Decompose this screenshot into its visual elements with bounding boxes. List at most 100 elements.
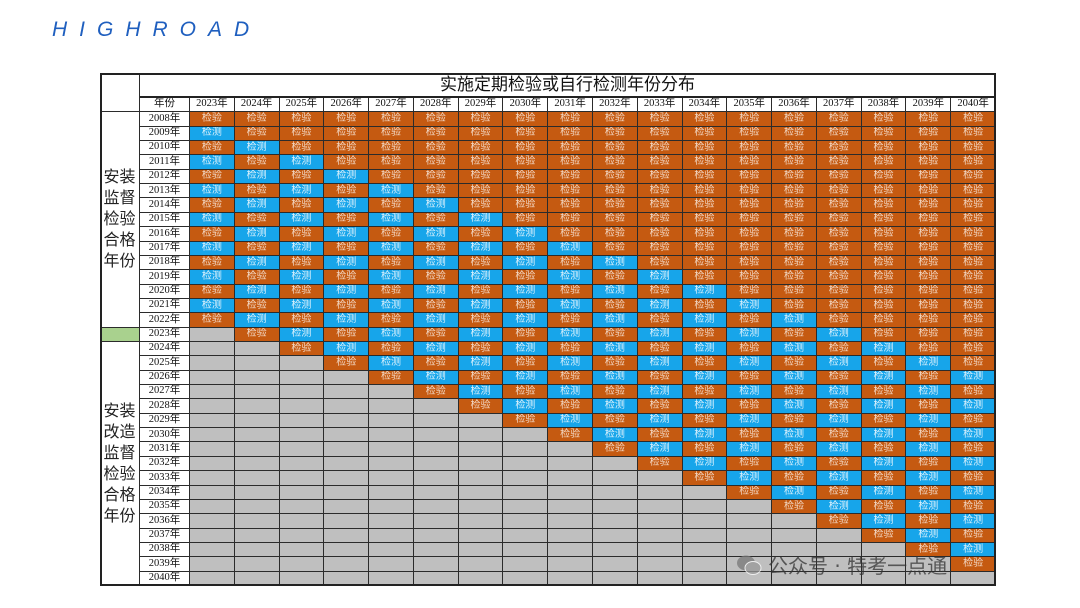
schedule-cell: 检测 bbox=[593, 255, 638, 271]
empty-cell bbox=[190, 485, 235, 500]
schedule-cell: 检验 bbox=[503, 141, 549, 156]
schedule-cell: 检验 bbox=[906, 313, 952, 328]
row-label: 2026年 bbox=[140, 370, 190, 386]
schedule-cell: 检测 bbox=[637, 442, 683, 457]
empty-cell bbox=[458, 528, 504, 543]
schedule-cell: 检验 bbox=[906, 227, 952, 242]
empty-cell bbox=[503, 571, 549, 586]
empty-cell bbox=[593, 485, 638, 500]
schedule-cell: 检验 bbox=[637, 184, 683, 199]
schedule-cell: 检验 bbox=[458, 184, 504, 199]
schedule-cell: 检验 bbox=[727, 126, 773, 142]
schedule-cell: 检测 bbox=[548, 413, 593, 429]
schedule-cell: 检测 bbox=[548, 298, 593, 314]
schedule-cell: 检验 bbox=[503, 184, 549, 199]
empty-cell bbox=[234, 485, 280, 500]
schedule-cell: 检验 bbox=[279, 255, 325, 271]
empty-cell bbox=[458, 471, 504, 486]
schedule-cell: 检测 bbox=[548, 270, 593, 285]
schedule-cell: 检验 bbox=[413, 270, 459, 285]
empty-cell bbox=[279, 557, 325, 572]
schedule-cell: 检测 bbox=[234, 284, 280, 299]
schedule-cell: 检测 bbox=[637, 298, 683, 314]
schedule-cell: 检验 bbox=[816, 227, 862, 242]
empty-cell bbox=[324, 528, 370, 543]
schedule-cell: 检验 bbox=[413, 356, 459, 371]
schedule-cell: 检测 bbox=[190, 126, 235, 142]
schedule-cell: 检验 bbox=[548, 227, 593, 242]
schedule-cell: 检测 bbox=[951, 456, 996, 472]
schedule-cell: 检测 bbox=[279, 155, 325, 170]
empty-cell bbox=[190, 571, 235, 586]
schedule-cell: 检验 bbox=[548, 126, 593, 142]
empty-cell bbox=[772, 514, 817, 529]
empty-cell bbox=[279, 456, 325, 472]
row-label: 2022年 bbox=[140, 313, 190, 328]
empty-cell bbox=[593, 471, 638, 486]
column-header: 2039年 bbox=[906, 98, 952, 113]
schedule-cell: 检验 bbox=[816, 184, 862, 199]
empty-cell bbox=[548, 514, 593, 529]
column-header: 2027年 bbox=[369, 98, 414, 113]
schedule-cell: 检验 bbox=[682, 471, 728, 486]
schedule-cell: 检验 bbox=[727, 485, 773, 500]
empty-cell bbox=[637, 485, 683, 500]
empty-cell bbox=[548, 557, 593, 572]
row-label: 2016年 bbox=[140, 227, 190, 242]
empty-cell bbox=[458, 514, 504, 529]
schedule-cell: 检验 bbox=[593, 198, 638, 213]
schedule-cell: 检测 bbox=[727, 356, 773, 371]
schedule-cell: 检测 bbox=[772, 428, 817, 443]
schedule-cell: 检验 bbox=[727, 184, 773, 199]
schedule-cell: 检验 bbox=[772, 241, 817, 256]
schedule-cell: 检验 bbox=[234, 212, 280, 228]
empty-cell bbox=[369, 456, 414, 472]
row-label: 2009年 bbox=[140, 126, 190, 142]
schedule-cell: 检验 bbox=[682, 184, 728, 199]
schedule-cell: 检测 bbox=[593, 342, 638, 357]
row-label: 2018年 bbox=[140, 255, 190, 271]
empty-cell bbox=[593, 557, 638, 572]
schedule-cell: 检测 bbox=[279, 212, 325, 228]
empty-cell bbox=[279, 471, 325, 486]
corner-header: 年份 bbox=[140, 98, 190, 113]
schedule-cell: 检验 bbox=[637, 241, 683, 256]
schedule-cell: 检测 bbox=[279, 184, 325, 199]
schedule-cell: 检验 bbox=[727, 399, 773, 414]
schedule-cell: 检验 bbox=[413, 155, 459, 170]
schedule-cell: 检验 bbox=[727, 241, 773, 256]
schedule-cell: 检验 bbox=[637, 227, 683, 242]
schedule-cell: 检验 bbox=[593, 385, 638, 400]
empty-cell bbox=[190, 370, 235, 386]
empty-cell bbox=[413, 557, 459, 572]
schedule-cell: 检测 bbox=[861, 342, 907, 357]
schedule-cell: 检测 bbox=[593, 313, 638, 328]
schedule-cell: 检验 bbox=[816, 485, 862, 500]
row-label: 2023年 bbox=[140, 327, 190, 342]
schedule-cell: 检验 bbox=[816, 155, 862, 170]
schedule-cell: 检验 bbox=[772, 126, 817, 142]
schedule-cell: 检验 bbox=[727, 270, 773, 285]
empty-cell bbox=[637, 528, 683, 543]
schedule-cell: 检验 bbox=[816, 342, 862, 357]
empty-cell bbox=[413, 499, 459, 515]
schedule-cell: 检验 bbox=[324, 155, 370, 170]
schedule-cell: 检验 bbox=[458, 313, 504, 328]
schedule-cell: 检测 bbox=[503, 313, 549, 328]
empty-cell bbox=[369, 485, 414, 500]
schedule-cell: 检验 bbox=[861, 284, 907, 299]
schedule-cell: 检验 bbox=[816, 212, 862, 228]
empty-cell bbox=[324, 499, 370, 515]
empty-cell bbox=[279, 542, 325, 558]
schedule-cell: 检验 bbox=[503, 356, 549, 371]
schedule-cell: 检验 bbox=[458, 198, 504, 213]
schedule-cell: 检验 bbox=[682, 141, 728, 156]
schedule-cell: 检验 bbox=[503, 241, 549, 256]
schedule-cell: 检测 bbox=[951, 370, 996, 386]
empty-cell bbox=[503, 471, 549, 486]
schedule-cell: 检验 bbox=[727, 313, 773, 328]
schedule-cell: 检验 bbox=[906, 198, 952, 213]
empty-cell bbox=[324, 542, 370, 558]
schedule-cell: 检验 bbox=[637, 169, 683, 185]
schedule-cell: 检验 bbox=[951, 342, 996, 357]
